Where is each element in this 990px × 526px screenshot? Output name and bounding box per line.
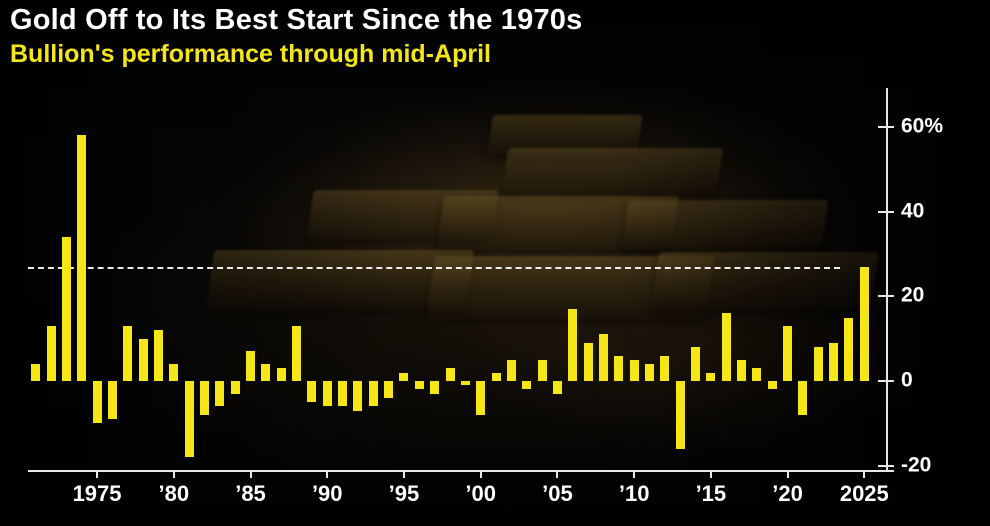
bar-2017 [737, 359, 747, 381]
x-tick-label: 2025 [839, 481, 889, 506]
x-tick [172, 470, 175, 478]
x-tick-label: ’90 [311, 481, 343, 506]
bar-2022 [813, 347, 823, 381]
x-tick [479, 470, 482, 478]
bar-1992 [353, 381, 363, 411]
x-tick [402, 470, 405, 478]
bar-1993 [368, 381, 378, 407]
y-tick-label: 60% [901, 114, 944, 138]
bar-1999 [460, 381, 470, 386]
x-tick [863, 470, 866, 478]
bar-1981 [184, 381, 194, 458]
x-tick [96, 470, 99, 478]
bar-1991 [338, 381, 348, 407]
x-tick-label: ’85 [235, 481, 266, 506]
x-tick-label: ’05 [542, 481, 573, 506]
bar-2011 [644, 364, 654, 381]
bar-2005 [552, 381, 562, 394]
bar-1995 [399, 372, 409, 381]
bar-2004 [537, 359, 547, 381]
bar-2000 [476, 381, 486, 415]
bar-2016 [721, 313, 731, 381]
bar-1975 [92, 381, 102, 424]
bar-1990 [322, 381, 332, 407]
bar-2001 [491, 372, 501, 381]
bar-1976 [107, 381, 117, 420]
x-tick-label: ’95 [388, 481, 420, 506]
bar-1988 [292, 325, 302, 381]
x-tick-label: ’15 [695, 481, 727, 506]
bar-2014 [691, 347, 701, 381]
bar-2009 [614, 355, 624, 381]
y-tick [878, 126, 894, 129]
bar-2013 [675, 381, 685, 449]
bar-2002 [506, 359, 516, 381]
x-tick [326, 470, 329, 478]
bar-1998 [445, 368, 455, 381]
bar-2023 [829, 342, 839, 381]
bar-2010 [629, 359, 639, 381]
bar-1983 [215, 381, 225, 407]
bar-2018 [752, 368, 762, 381]
x-tick [249, 470, 252, 478]
y-tick [878, 464, 894, 467]
bar-2012 [660, 355, 670, 381]
y-tick-label: 40 [901, 199, 925, 223]
bar-1979 [153, 330, 163, 381]
bar-2021 [798, 381, 808, 415]
bar-1973 [61, 237, 71, 381]
x-tick-label: ’20 [772, 481, 803, 506]
bar-2008 [598, 334, 608, 381]
x-tick [633, 470, 636, 478]
x-tick-label: ’00 [465, 481, 496, 506]
bar-1974 [77, 135, 87, 381]
reference-dashed-line [28, 266, 840, 269]
y-tick-label: -20 [901, 453, 932, 477]
bar-1986 [261, 364, 271, 381]
x-tick-label: ’10 [618, 481, 650, 506]
bar-2024 [844, 317, 854, 381]
bar-2015 [706, 372, 716, 381]
y-axis-line [886, 88, 888, 470]
bar-2019 [767, 381, 777, 390]
bar-1996 [414, 381, 424, 390]
x-tick [709, 470, 712, 478]
x-tick-label: ’80 [158, 481, 190, 506]
y-tick [878, 210, 894, 213]
bar-1980 [169, 364, 179, 381]
bar-1987 [276, 368, 286, 381]
x-axis-line [28, 470, 894, 472]
y-tick [878, 380, 894, 382]
bar-1997 [430, 381, 440, 394]
x-tick [556, 470, 559, 478]
bar-1971 [31, 364, 41, 381]
bar-2003 [522, 381, 532, 390]
bar-1977 [123, 325, 133, 381]
chart-title: Gold Off to Its Best Start Since the 197… [10, 4, 583, 36]
bar-1972 [46, 325, 56, 381]
bar-2025 [859, 266, 869, 381]
bar-2006 [568, 309, 578, 381]
bar-1982 [199, 381, 209, 415]
bar-1989 [307, 381, 317, 403]
y-tick [878, 295, 894, 298]
chart-header: Gold Off to Its Best Start Since the 197… [10, 4, 582, 69]
bar-1985 [246, 351, 255, 381]
chart-subtitle: Bullion's performance through mid-April [10, 40, 491, 69]
bar-1994 [384, 381, 394, 398]
x-tick-label: 1975 [72, 481, 122, 506]
bar-1984 [230, 381, 240, 394]
y-tick-label: 20 [901, 283, 925, 307]
y-tick-label: 0 [901, 368, 913, 392]
bar-2020 [783, 325, 793, 381]
x-tick [786, 470, 789, 478]
bar-1978 [138, 338, 148, 381]
bar-2007 [583, 342, 593, 381]
